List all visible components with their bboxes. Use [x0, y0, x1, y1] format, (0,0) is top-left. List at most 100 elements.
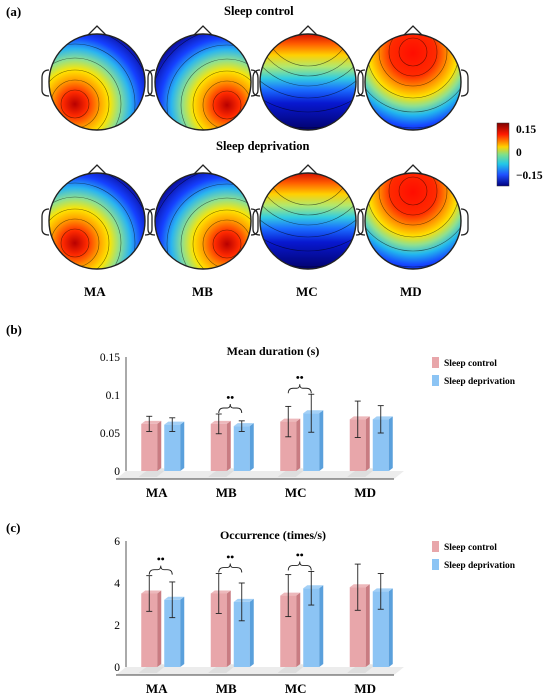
occurrence-bar-side: [157, 590, 162, 667]
colorbar-tick-zero: 0: [516, 147, 522, 159]
map-label-mc: MC: [296, 284, 318, 299]
occurrence-significance-brace: [218, 563, 243, 573]
duration-bar-deprivation-mb: [233, 426, 250, 471]
occurrence-significance-brace: [287, 561, 312, 571]
occurrence-chart-title: Occurrence (times/s): [220, 528, 326, 542]
duration-category-label-ma: MA: [146, 485, 168, 500]
duration-category-label-mc: MC: [285, 485, 307, 500]
occurrence-category-label-ma: MA: [146, 681, 168, 694]
occurrence-floor: [116, 667, 404, 675]
panel-label-a: (a): [6, 4, 22, 19]
occurrence-bar-top: [164, 596, 185, 600]
duration-bar-side: [388, 416, 393, 471]
colorbar-tick-max: 0.15: [516, 124, 537, 136]
occurrence-bar-shadow: [138, 664, 167, 673]
map-label-md: MD: [400, 284, 422, 299]
occurrence-bar-top: [280, 592, 301, 596]
duration-bar-shadow: [347, 468, 376, 477]
topomap-mb-control: [147, 25, 259, 131]
duration-significance-brace: [218, 403, 243, 414]
topomap-figure: [41, 25, 510, 270]
occurrence-bar-side: [388, 588, 393, 667]
duration-category-label-mb: MB: [216, 485, 237, 500]
duration-bar-side: [226, 420, 231, 471]
duration-bar-side: [365, 416, 370, 471]
duration-bar-control-mb: [210, 423, 227, 471]
occurrence-bar-top: [303, 585, 324, 589]
topomap-mc-control: [252, 25, 364, 131]
duration-bar-top: [280, 418, 301, 422]
occurrence-bar-shadow: [347, 664, 376, 673]
duration-bar-deprivation-md: [372, 419, 389, 471]
duration-bar-side: [249, 423, 254, 471]
occurrence-bar-deprivation-mc: [303, 588, 320, 667]
occurrence-bar-control-mc: [280, 595, 297, 667]
colorbar: [496, 122, 510, 187]
occurrence-legend-swatch-deprivation: [432, 559, 439, 570]
duration-legend-swatch-control: [432, 357, 439, 368]
occurrence-legend-label-control: Sleep control: [444, 543, 497, 553]
duration-bar-top: [233, 423, 254, 427]
duration-bar-top: [349, 416, 370, 420]
panel-label-b: (b): [6, 322, 22, 337]
occurrence-y-tick-label: 2: [114, 620, 120, 632]
topomap-row-title-deprivation: Sleep deprivation: [216, 139, 310, 153]
duration-bar-deprivation-ma: [164, 424, 181, 471]
duration-y-tick-label: 0: [114, 466, 120, 478]
duration-y-tick-label: 0.1: [106, 390, 121, 402]
occurrence-legend-swatch-control: [432, 541, 439, 552]
duration-significance-label: ••: [296, 372, 304, 384]
occurrence-bar-side: [249, 598, 254, 667]
duration-bar-control-ma: [141, 423, 158, 471]
topomap-mc-deprivation: [252, 164, 364, 270]
occurrence-bar-top: [372, 588, 393, 592]
duration-bar-top: [372, 416, 393, 420]
duration-significance-label: ••: [226, 392, 234, 404]
map-label-ma: MA: [84, 284, 106, 299]
topomap-row-title-control: Sleep control: [224, 4, 294, 18]
duration-bar-top: [210, 420, 231, 424]
duration-y-tick-label: 0.15: [100, 352, 120, 364]
occurrence-bar-side: [226, 590, 231, 667]
occurrence-legend-label-deprivation: Sleep deprivation: [444, 561, 516, 571]
duration-category-label-md: MD: [354, 485, 376, 500]
duration-bar-control-md: [349, 419, 366, 471]
topomap-mb-deprivation: [147, 164, 259, 270]
duration-bar-shadow: [277, 468, 306, 477]
occurrence-bar-shadow: [277, 664, 306, 673]
topomap-ma-control: [41, 25, 153, 131]
duration-significance-brace: [287, 384, 312, 394]
occurrence-y-tick-label: 6: [114, 536, 120, 548]
topomap-md-control: [357, 25, 469, 131]
occurrence-y-tick-label: 4: [114, 578, 120, 590]
occurrence-bar-side: [365, 584, 370, 667]
occurrence-significance-label: ••: [296, 549, 304, 561]
duration-bar-shadow: [208, 468, 237, 477]
occurrence-bar-deprivation-ma: [164, 599, 181, 667]
duration-bar-shadow: [138, 468, 167, 477]
occurrence-bar-side: [180, 596, 185, 667]
occurrence-bar-side: [319, 585, 324, 667]
duration-bar-top: [141, 420, 162, 424]
duration-bar-top: [164, 421, 185, 425]
occurrence-bar-top: [141, 590, 162, 594]
occurrence-bar-control-md: [349, 587, 366, 667]
duration-bar-side: [157, 420, 162, 471]
duration-bar-side: [319, 410, 324, 471]
panel-label-c: (c): [6, 520, 21, 535]
duration-chart-title: Mean duration (s): [227, 344, 320, 358]
duration-bar-side: [180, 421, 185, 471]
occurrence-category-label-md: MD: [354, 681, 376, 694]
map-label-mb: MB: [192, 284, 213, 299]
occurrence-significance-label: ••: [157, 554, 165, 566]
duration-legend-label-control: Sleep control: [444, 359, 497, 369]
colorbar-tick-min: −0.15: [516, 170, 543, 182]
duration-bar-top: [303, 410, 324, 414]
occurrence-bar-shadow: [208, 664, 237, 673]
occurrence-bar-top: [233, 598, 254, 602]
occurrence-bar-control-ma: [141, 593, 158, 667]
duration-floor: [116, 471, 404, 479]
occurrence-y-tick-label: 0: [114, 662, 120, 674]
